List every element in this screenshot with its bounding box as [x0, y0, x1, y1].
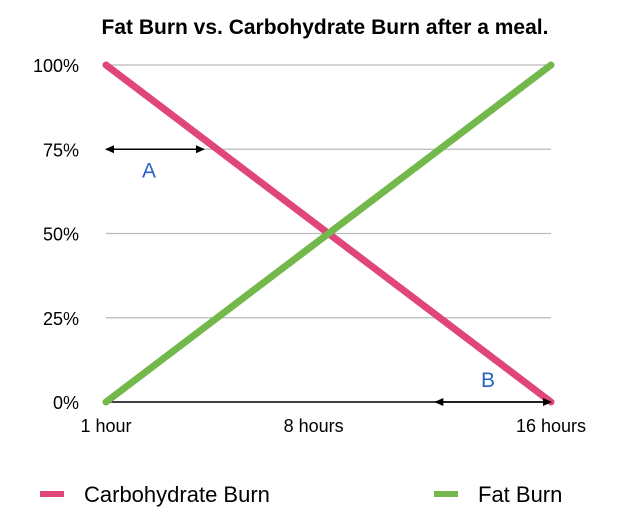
chart-title: Fat Burn vs. Carbohydrate Burn after a m… [102, 16, 549, 39]
legend-label-fat-burn: Fat Burn [478, 482, 562, 507]
x-tick-label: 8 hours [284, 416, 344, 436]
y-tick-label: 100% [33, 56, 79, 76]
y-tick-label: 0% [53, 393, 79, 413]
legend-label-carbohydrate-burn: Carbohydrate Burn [84, 482, 270, 507]
annotations: AB [105, 145, 552, 406]
series-line-fat-burn [102, 61, 555, 406]
y-axis-ticks: 100% 75% 50% 25% 0% [33, 56, 79, 413]
x-tick-label: 1 hour [80, 416, 131, 436]
series-lines [102, 61, 555, 406]
y-tick-label: 75% [43, 140, 79, 160]
x-tick-label: 16 hours [516, 416, 586, 436]
y-tick-label: 25% [43, 309, 79, 329]
legend: Carbohydrate Burn Fat Burn [40, 482, 562, 507]
annotation-label-b: B [481, 369, 495, 392]
y-tick-label: 50% [43, 225, 79, 245]
x-axis-ticks: 1 hour 8 hours 16 hours [80, 416, 586, 436]
annotation-label-a: A [142, 159, 156, 182]
